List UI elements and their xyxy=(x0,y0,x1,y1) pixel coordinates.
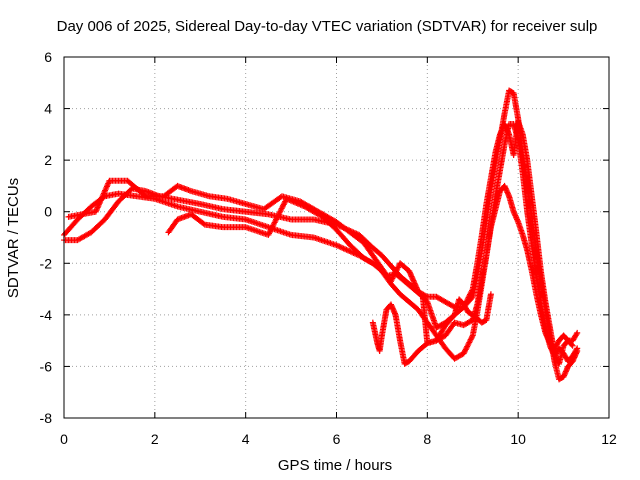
data-point xyxy=(464,342,471,349)
x-tick-label: 4 xyxy=(242,431,250,447)
data-point xyxy=(410,277,417,284)
data-point xyxy=(276,209,283,216)
series-track-5 xyxy=(369,291,494,367)
y-axis-ticks: -8 -6 -4 -2 0 2 4 6 xyxy=(40,49,609,426)
data-point xyxy=(469,287,476,294)
data-point xyxy=(279,204,286,211)
data-point xyxy=(273,215,280,222)
data-point xyxy=(200,220,207,227)
data-point xyxy=(463,298,470,305)
data-point xyxy=(569,342,576,349)
data-point xyxy=(469,333,476,340)
data-point xyxy=(465,294,472,301)
data-point xyxy=(468,335,475,342)
y-tick-label: 2 xyxy=(44,152,52,168)
data-point xyxy=(466,338,473,345)
data-point xyxy=(411,279,418,286)
data-point xyxy=(409,276,416,283)
data-point xyxy=(464,343,471,350)
data-point xyxy=(464,297,471,304)
x-tick-label: 12 xyxy=(601,431,617,447)
data-point xyxy=(463,344,470,351)
series-track-3 xyxy=(65,118,581,367)
data-point xyxy=(265,231,272,238)
data-point xyxy=(274,213,281,220)
data-point xyxy=(462,346,469,353)
data-point xyxy=(466,339,473,346)
data-point xyxy=(411,280,418,287)
data-point xyxy=(574,347,581,354)
chart-title: Day 006 of 2025, Sidereal Day-to-day VTE… xyxy=(57,18,598,35)
data-point xyxy=(271,219,278,226)
x-tick-label: 6 xyxy=(333,431,341,447)
data-point xyxy=(487,291,494,298)
x-tick-label: 10 xyxy=(510,431,526,447)
data-point xyxy=(464,295,471,302)
data-point xyxy=(573,331,580,338)
data-point xyxy=(468,288,475,295)
data-point xyxy=(269,223,276,230)
data-point xyxy=(423,341,430,348)
plot-frame xyxy=(63,56,610,419)
data-point xyxy=(466,293,473,300)
data-point xyxy=(280,201,287,208)
data-point xyxy=(394,265,401,272)
data-point xyxy=(275,211,282,218)
y-tick-label: 6 xyxy=(44,49,52,65)
series-track-1 xyxy=(61,121,581,365)
data-point xyxy=(467,290,474,297)
data-point xyxy=(272,218,279,225)
data-point xyxy=(277,208,284,215)
data-point xyxy=(275,212,282,219)
data-point xyxy=(467,336,474,343)
data-points xyxy=(61,87,581,383)
x-tick-label: 2 xyxy=(151,431,159,447)
data-point xyxy=(568,341,575,348)
y-tick-label: -2 xyxy=(40,255,53,271)
data-point xyxy=(406,269,413,276)
data-point xyxy=(406,268,413,275)
y-tick-label: -4 xyxy=(40,307,53,323)
data-point xyxy=(268,224,275,231)
data-point xyxy=(408,273,415,280)
data-point xyxy=(394,264,401,271)
y-tick-label: -8 xyxy=(40,410,53,426)
x-axis-label: GPS time / hours xyxy=(278,457,392,474)
data-point xyxy=(460,350,467,357)
x-tick-label: 8 xyxy=(423,431,431,447)
data-point xyxy=(268,226,275,233)
data-point xyxy=(409,274,416,281)
data-point xyxy=(277,206,284,213)
data-point xyxy=(465,340,472,347)
data-point xyxy=(267,227,274,234)
y-tick-label: 4 xyxy=(44,101,52,117)
data-point xyxy=(407,270,414,277)
data-point xyxy=(281,199,288,206)
data-point xyxy=(461,349,468,356)
data-point xyxy=(388,276,395,283)
grid xyxy=(64,57,609,418)
data-point xyxy=(270,220,277,227)
data-point xyxy=(280,202,287,209)
data-point xyxy=(466,291,473,298)
data-point xyxy=(574,329,581,336)
data-point xyxy=(407,272,414,279)
data-point xyxy=(270,222,277,229)
data-point xyxy=(278,205,285,212)
x-tick-label: 0 xyxy=(60,431,68,447)
series-track-4 xyxy=(165,182,576,352)
data-point xyxy=(266,229,273,236)
y-tick-label: 0 xyxy=(44,204,52,220)
data-point xyxy=(388,278,394,285)
y-axis-label: SDTVAR / TECUs xyxy=(5,178,22,298)
data-point xyxy=(273,216,280,223)
data-point xyxy=(462,347,469,354)
data-point xyxy=(412,281,419,288)
y-tick-label: -6 xyxy=(40,358,53,374)
data-point xyxy=(141,192,148,199)
data-point xyxy=(266,230,273,237)
